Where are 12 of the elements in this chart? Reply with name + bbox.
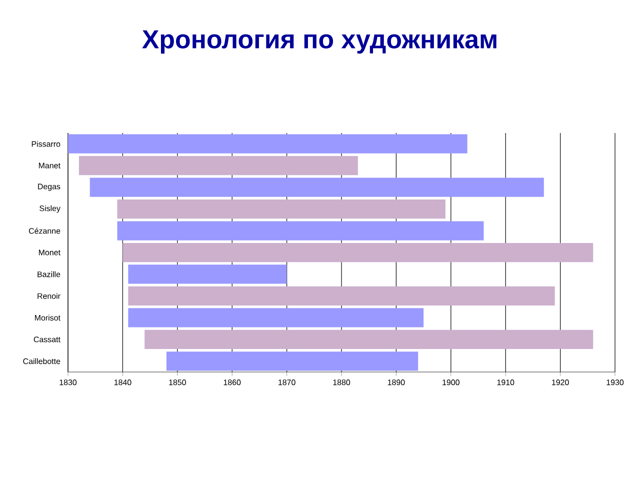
- bar: [90, 178, 544, 197]
- bar: [128, 286, 555, 306]
- bar: [166, 352, 418, 371]
- bar: [128, 308, 424, 328]
- bar: [122, 242, 594, 262]
- bar: [117, 199, 446, 219]
- bar: [68, 134, 468, 154]
- bar: [78, 156, 358, 176]
- bar: [128, 264, 287, 284]
- chart-title: Хронология по художникам: [142, 30, 496, 54]
- bar: [117, 221, 484, 240]
- bar: [144, 330, 594, 349]
